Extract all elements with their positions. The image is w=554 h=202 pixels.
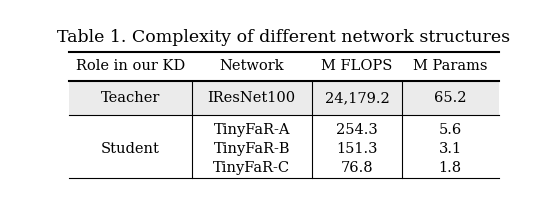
Text: 76.8: 76.8	[341, 161, 373, 175]
Bar	[69, 81, 499, 115]
Text: M Params: M Params	[413, 59, 488, 73]
Text: 24,179.2: 24,179.2	[325, 91, 389, 105]
Text: 254.3: 254.3	[336, 123, 378, 137]
Text: Network: Network	[219, 59, 284, 73]
Text: 3.1: 3.1	[439, 142, 462, 157]
Text: M FLOPS: M FLOPS	[321, 59, 393, 73]
Text: TinyFaR-A: TinyFaR-A	[213, 123, 290, 137]
Text: Role in our KD: Role in our KD	[76, 59, 185, 73]
Text: 1.8: 1.8	[439, 161, 462, 175]
Text: Teacher: Teacher	[101, 91, 160, 105]
Text: Table 1. Complexity of different network structures: Table 1. Complexity of different network…	[58, 29, 510, 46]
Text: 5.6: 5.6	[439, 123, 462, 137]
Text: TinyFaR-B: TinyFaR-B	[213, 142, 290, 157]
Text: 65.2: 65.2	[434, 91, 466, 105]
Text: IResNet100: IResNet100	[208, 91, 296, 105]
Text: Student: Student	[101, 142, 160, 156]
Text: TinyFaR-C: TinyFaR-C	[213, 161, 290, 175]
Text: 151.3: 151.3	[336, 142, 378, 157]
